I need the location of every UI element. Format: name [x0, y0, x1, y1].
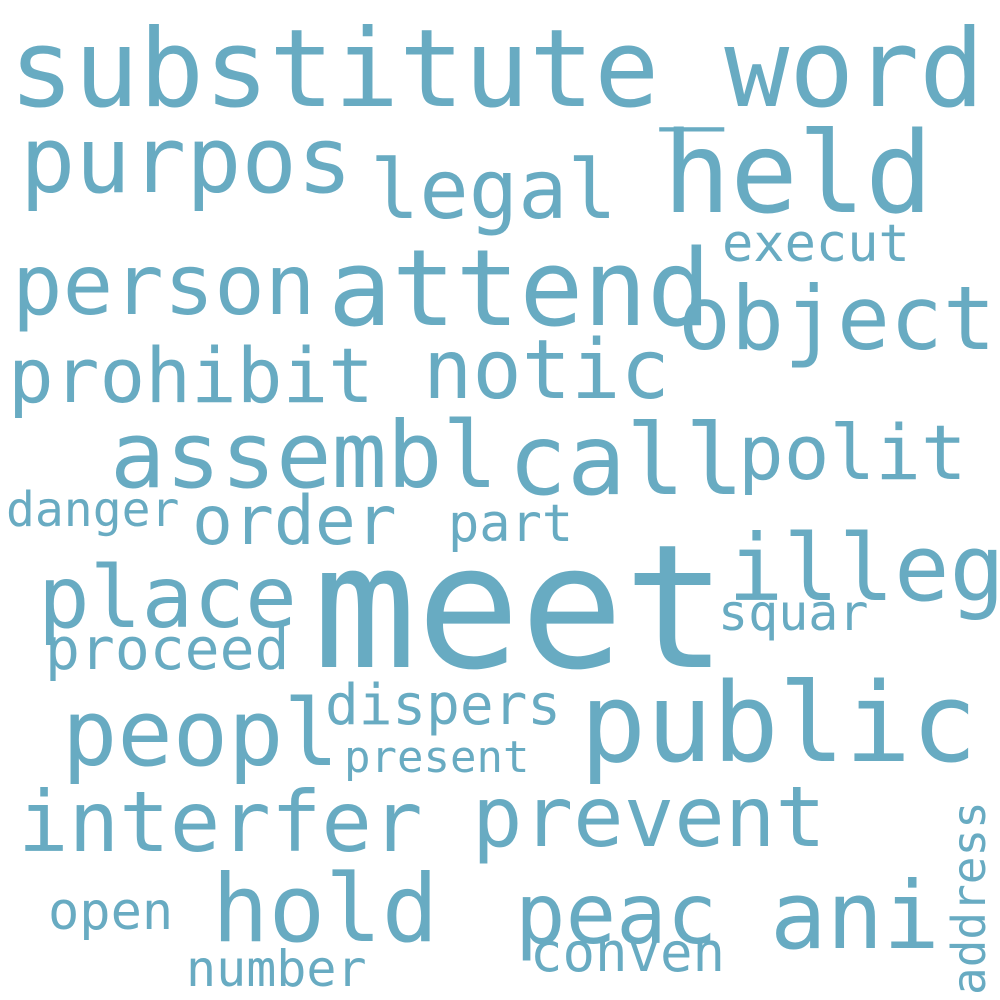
word-danger: danger — [6, 482, 180, 538]
word-number: number — [186, 940, 367, 998]
word-prevent: prevent — [472, 768, 827, 866]
word-open: open — [48, 882, 174, 942]
word-part: part — [448, 494, 574, 554]
word-peac: peac — [515, 865, 718, 963]
word-present: present — [344, 732, 530, 783]
word-notic: notic — [423, 323, 670, 418]
word-prohibit: prohibit — [8, 331, 375, 420]
word-held: held — [663, 109, 933, 239]
word-peopl: peopl — [62, 680, 339, 787]
word-attend: attend — [328, 227, 711, 350]
word-legal: legal — [370, 143, 617, 238]
word-dispers: dispers — [325, 673, 562, 738]
word-proceed: proceed — [45, 615, 290, 683]
word-order: order — [192, 482, 397, 561]
word-hold: hold — [212, 855, 439, 964]
word-execut: execut — [722, 214, 910, 274]
word-assembl: assembl — [110, 402, 498, 509]
word-person: person — [12, 236, 316, 334]
word-substitute-word: substitute_word — [9, 7, 985, 132]
word-object: object — [678, 267, 996, 370]
word-address: address — [942, 801, 996, 995]
word-place: place — [38, 548, 297, 648]
word-purpos: purpos — [20, 107, 353, 214]
word-meet: meet — [313, 507, 728, 708]
word-squar: squar — [718, 584, 869, 642]
word-ani: ani — [770, 862, 940, 971]
word-interfer: interfer — [18, 773, 423, 871]
word-public: public — [580, 659, 978, 787]
word-polit: polit — [738, 408, 967, 497]
word-call: call — [508, 404, 745, 518]
word-illeg: illeg — [728, 515, 1000, 622]
word-conven: conven — [530, 921, 726, 984]
